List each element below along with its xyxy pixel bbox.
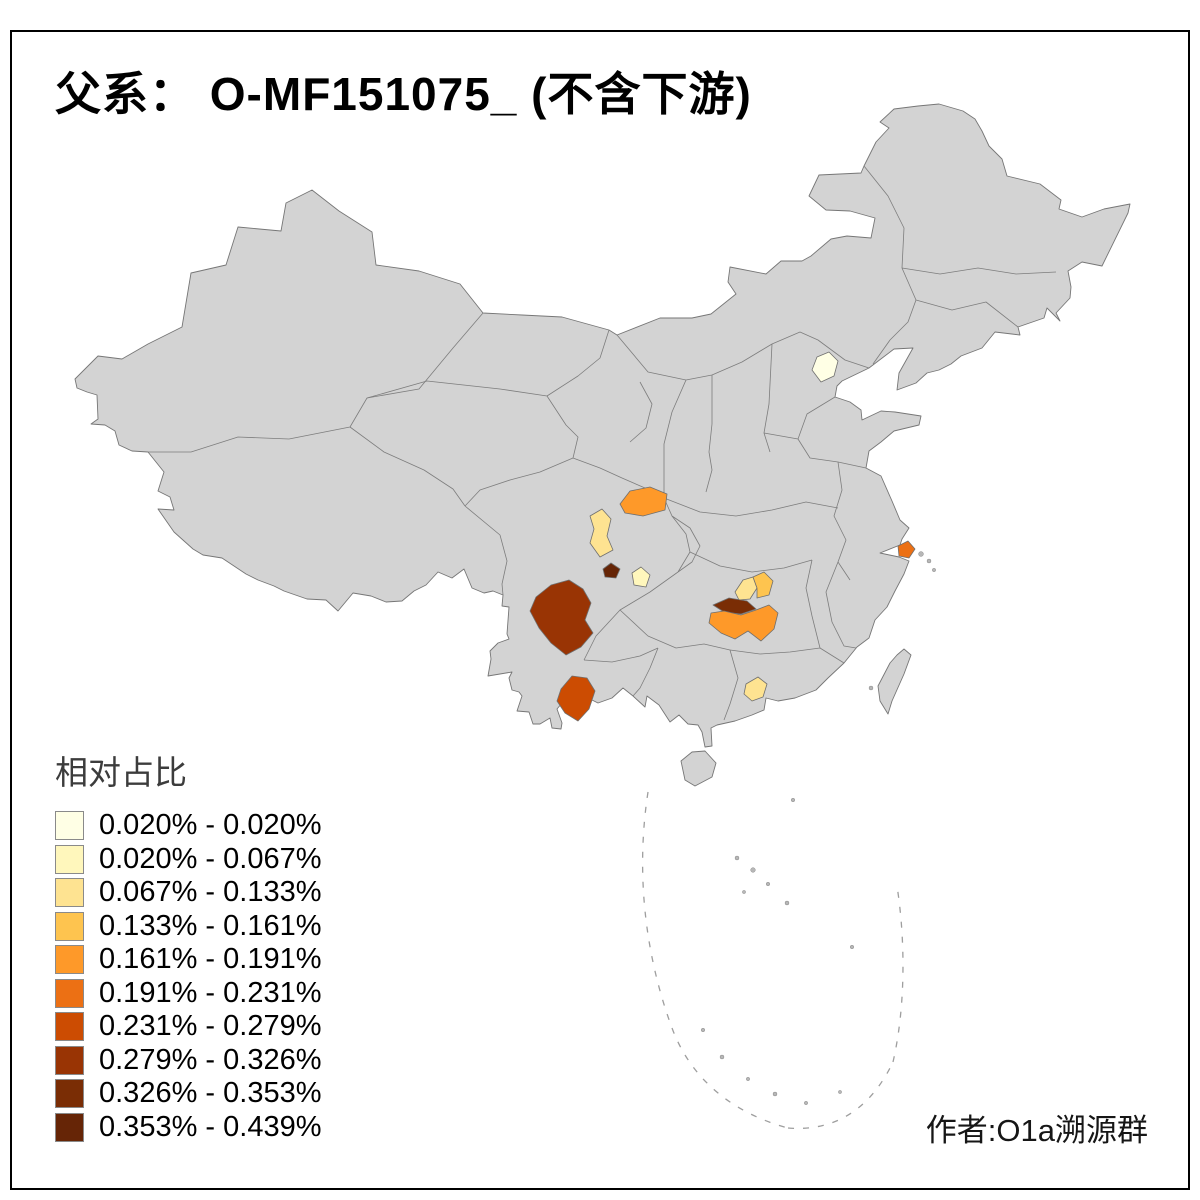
figure-title: 父系： O-MF151075_ (不含下游) (55, 68, 752, 120)
sea-islet (838, 1090, 842, 1094)
legend-row: 0.067% - 0.133% (55, 876, 321, 910)
sea-islet (804, 1101, 808, 1105)
taiwan-island (877, 648, 912, 715)
coastal-islet (918, 551, 924, 557)
region-sichuan-west (529, 579, 594, 656)
legend-swatch (55, 945, 84, 975)
region-shanghai-area (897, 540, 916, 559)
china-mainland-outline (74, 103, 1131, 748)
legend: 相对占比 0.020% - 0.020% 0.020% - 0.067% 0.067… (55, 746, 321, 1144)
figure-border (10, 30, 1190, 1190)
sea-islet (742, 890, 746, 894)
legend-label: 0.067% - 0.133% (99, 876, 322, 909)
legend-rows: 0.020% - 0.020% 0.020% - 0.067% 0.067% - 0… (55, 809, 321, 1144)
legend-label: 0.353% - 0.439% (99, 1110, 322, 1143)
sea-islet (750, 867, 756, 873)
legend-label: 0.020% - 0.067% (99, 842, 322, 875)
legend-label: 0.191% - 0.231% (99, 976, 322, 1009)
hainan-island (680, 750, 717, 787)
sea-islet (719, 1054, 725, 1060)
region-central-sichuan-pale (631, 566, 651, 588)
legend-row: 0.191% - 0.231% (55, 977, 321, 1011)
map-base (74, 103, 1131, 787)
legend-label: 0.231% - 0.279% (99, 1010, 322, 1043)
legend-swatch (55, 1012, 84, 1042)
coastal-islet (932, 568, 936, 572)
legend-row: 0.133% - 0.161% (55, 910, 321, 944)
region-beijing-area (811, 351, 839, 383)
legend-label: 0.326% - 0.353% (99, 1077, 322, 1110)
attribution: 作者:O1a溯源群 (925, 1113, 1148, 1148)
legend-swatch (55, 1079, 84, 1109)
region-hunan-main (708, 604, 779, 642)
coastal-islet (926, 558, 932, 564)
legend-row: 0.020% - 0.020% (55, 809, 321, 843)
sea-islet (700, 1027, 706, 1033)
sea-islet (746, 1077, 750, 1081)
south-china-sea-dashes (641, 791, 904, 1130)
legend-label: 0.279% - 0.326% (99, 1043, 322, 1076)
legend-label: 0.020% - 0.020% (99, 809, 322, 842)
legend-row: 0.353% - 0.439% (55, 1111, 321, 1145)
sea-islet (772, 1091, 778, 1097)
legend-row: 0.161% - 0.191% (55, 943, 321, 977)
penghu-islet (868, 685, 874, 691)
legend-swatch (55, 878, 84, 908)
sea-islet (784, 900, 790, 906)
region-yunnan-south (556, 675, 596, 722)
region-north-sichuan-strip (589, 508, 614, 558)
region-hubei-east-patch (752, 571, 774, 599)
legend-swatch (55, 811, 84, 841)
legend-row: 0.020% - 0.067% (55, 843, 321, 877)
legend-row: 0.231% - 0.279% (55, 1010, 321, 1044)
legend-swatch (55, 911, 84, 941)
region-shaanxi-south (619, 486, 668, 517)
sea-islet (765, 881, 771, 887)
legend-label: 0.133% - 0.161% (99, 909, 322, 942)
legend-swatch (55, 1112, 84, 1142)
legend-swatch (55, 844, 84, 874)
legend-title: 相对占比 (55, 754, 187, 791)
highlighted-regions (529, 351, 916, 722)
legend-row: 0.326% - 0.353% (55, 1077, 321, 1111)
legend-swatch (55, 978, 84, 1008)
sea-islet (734, 855, 740, 861)
legend-label: 0.161% - 0.191% (99, 943, 322, 976)
sea-islet (790, 797, 796, 803)
legend-swatch (55, 1045, 84, 1075)
region-sichuan-small-dark (602, 562, 621, 579)
region-guangdong-patch (743, 676, 768, 702)
sea-islet (849, 944, 855, 950)
legend-row: 0.279% - 0.326% (55, 1044, 321, 1078)
